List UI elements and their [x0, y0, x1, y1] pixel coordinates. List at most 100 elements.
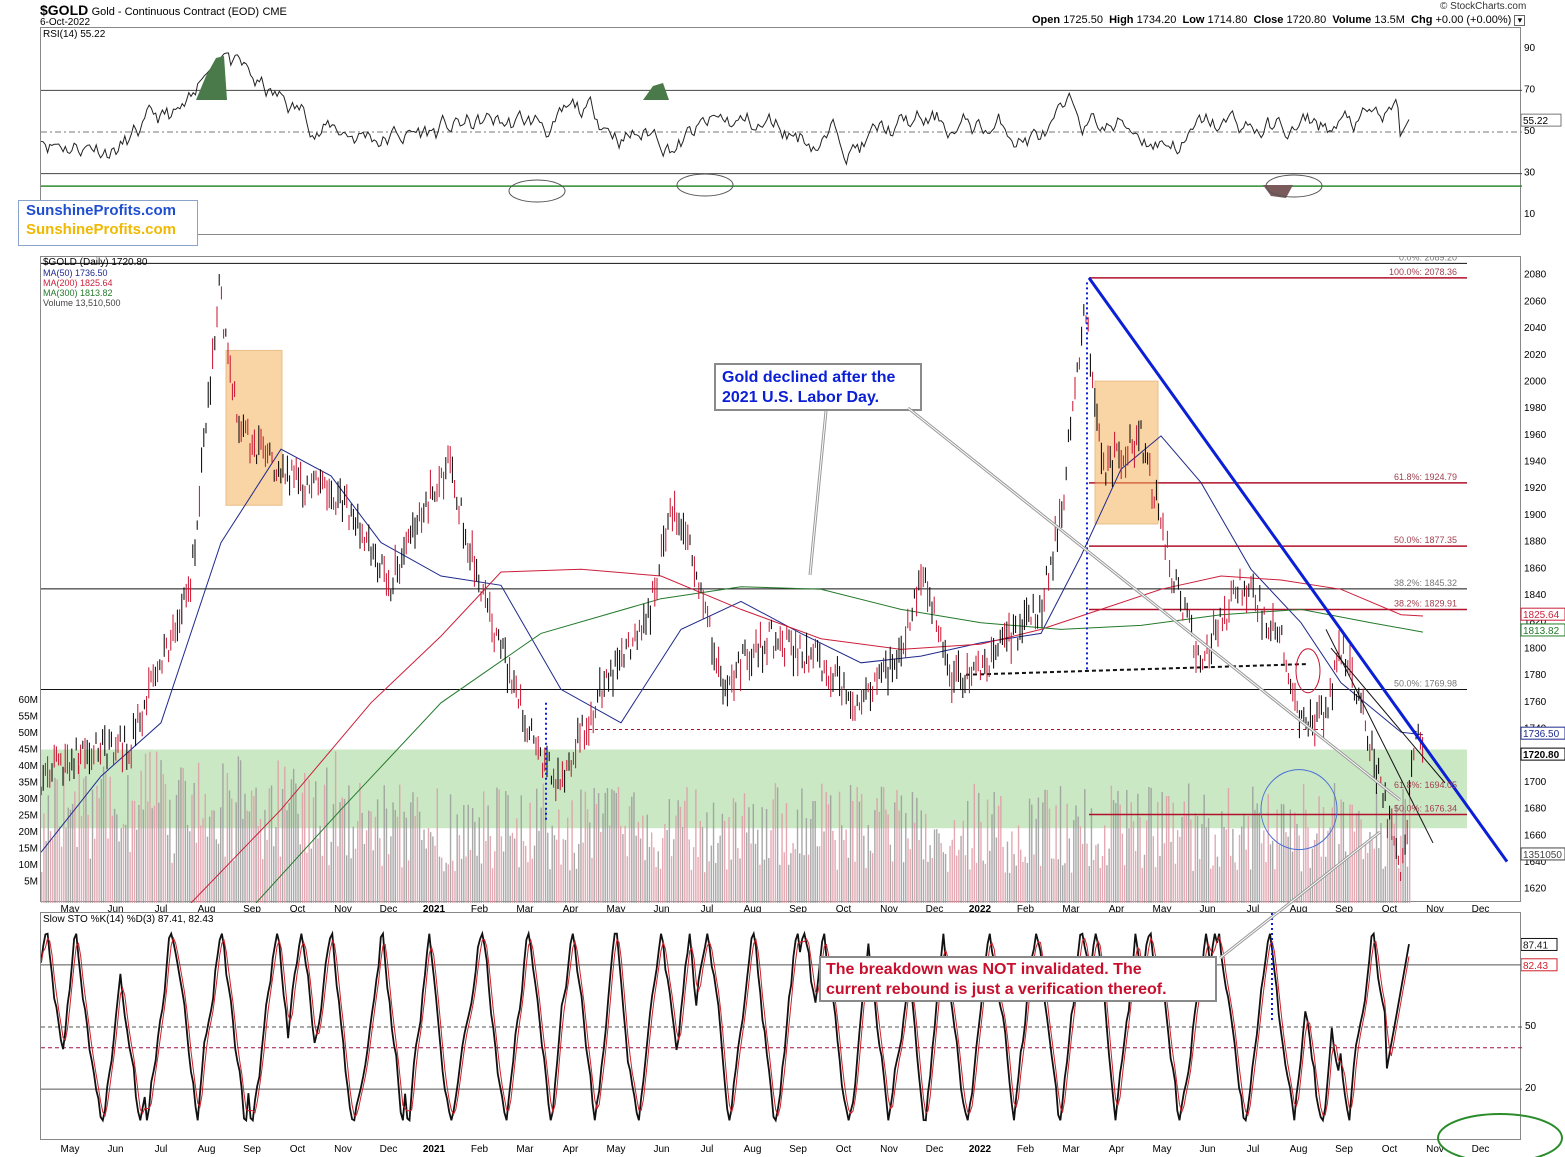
price-legend-symbol: $GOLD (Daily) 1720.80: [43, 257, 148, 268]
volume-bar: [692, 847, 695, 903]
volume-bar: [1318, 796, 1320, 903]
fib-label: 38.2%: 1845.32: [1394, 578, 1457, 588]
x-tick-label: Aug: [198, 904, 216, 915]
x-tick-label: Nov: [880, 1144, 898, 1155]
volume-bar: [730, 859, 732, 903]
volume-bar: [133, 800, 136, 903]
volume-bar: [776, 787, 779, 903]
volume-bar: [173, 853, 175, 903]
x-tick-label: 2021: [423, 904, 446, 915]
x-tick-label: Jul: [155, 1144, 168, 1155]
volume-bar: [1400, 835, 1402, 903]
value-tag-box: [1520, 847, 1565, 861]
price-y-tick: 2080: [1524, 270, 1547, 281]
volume-bar: [292, 768, 295, 903]
volume-bar: [889, 844, 892, 903]
price-y-tick: 1880: [1524, 537, 1547, 548]
brand-line-1: SunshineProfits.com: [26, 202, 177, 219]
header-collapse-icon[interactable]: ▾: [1514, 15, 1526, 26]
price-legend-ma300: MA(300) 1813.82: [43, 288, 113, 298]
volume-bar: [1006, 841, 1009, 903]
volume-bar: [1079, 826, 1082, 903]
volume-bar: [688, 839, 690, 903]
volume-bar: [1302, 783, 1305, 903]
volume-bar: [250, 790, 253, 903]
volume-bar: [628, 806, 631, 903]
volume-bar: [463, 805, 465, 903]
volume-bar: [679, 806, 682, 903]
rsi-ellipse-2: [1265, 174, 1323, 198]
volume-bar: [584, 791, 587, 903]
volume-bar: [637, 822, 640, 903]
volume-bar: [264, 809, 266, 903]
price-y-tick: 1840: [1524, 590, 1547, 601]
volume-bar: [1176, 830, 1179, 903]
volume-bar: [323, 784, 326, 903]
volume-bar: [659, 868, 662, 903]
volume-bar: [1121, 833, 1124, 903]
volume-bar: [1289, 809, 1292, 903]
volume-bar: [553, 835, 556, 903]
volume-bar: [328, 865, 330, 903]
volume-bar: [116, 814, 118, 903]
volume-bar: [1119, 804, 1121, 903]
volume-bar: [812, 800, 814, 903]
volume-bar: [454, 870, 456, 903]
volume-bar: [644, 860, 646, 903]
volume-bar: [166, 834, 169, 903]
volume-bar: [980, 821, 982, 903]
volume-bar: [288, 802, 290, 903]
volume-bar: [1134, 850, 1137, 903]
volume-bar: [874, 810, 876, 903]
volume-bar: [405, 817, 408, 903]
volume-bar: [502, 851, 505, 903]
volume-bar: [109, 776, 111, 903]
labor-day-line-1: Gold declined after the: [722, 369, 896, 386]
volume-bar: [1157, 801, 1159, 903]
volume-bar: [1320, 856, 1322, 903]
volume-bar: [178, 780, 180, 903]
volume-bar: [555, 839, 558, 903]
rsi-plot: [41, 52, 1522, 203]
volume-bar: [774, 783, 777, 903]
volume-bar: [412, 792, 414, 903]
volume-bar: [483, 791, 485, 903]
volume-bar: [1132, 821, 1135, 903]
volume-bar: [334, 751, 337, 903]
sto-tag: 87.41: [1523, 940, 1548, 951]
volume-bar: [836, 869, 838, 903]
volume-bar: [396, 816, 399, 903]
volume-bar: [1203, 794, 1205, 903]
volume-bar: [237, 756, 240, 903]
volume-bar: [290, 779, 293, 903]
brand-box: SunshineProfits.com SunshineProfits.com: [18, 200, 198, 246]
x-tick-label: Jul: [701, 1144, 714, 1155]
volume-bar: [973, 783, 976, 903]
volume-bar: [485, 840, 487, 903]
volume-bar: [255, 787, 257, 903]
red-ellipse: [1295, 648, 1321, 694]
volume-bar: [575, 868, 578, 903]
volume-bar: [390, 836, 392, 903]
volume-bar: [794, 849, 797, 903]
volume-bar: [560, 864, 562, 903]
volume-bar: [925, 813, 927, 903]
volume-bar: [1161, 792, 1163, 903]
volume-y-tick: 50M: [19, 728, 38, 739]
volume-bar: [321, 855, 324, 903]
volume-bar: [571, 800, 573, 903]
volume-bar: [657, 851, 659, 903]
volume-bar: [460, 858, 463, 903]
volume-bar: [319, 825, 321, 903]
x-tick-label: Oct: [290, 1144, 306, 1155]
volume-bar: [916, 797, 918, 903]
volume-bar: [1163, 843, 1166, 903]
volume-bar: [531, 858, 534, 903]
volume-bar: [1271, 840, 1274, 903]
volume-bar: [631, 796, 633, 903]
volume-bar: [1143, 854, 1146, 903]
volume-bar: [368, 810, 370, 903]
sto-x-axis: May Jun Jul Aug Sep Oct Nov Dec 2021 Feb Mar Apr May…: [61, 1144, 1490, 1155]
volume-bar: [995, 837, 998, 903]
volume-bar: [418, 811, 421, 903]
